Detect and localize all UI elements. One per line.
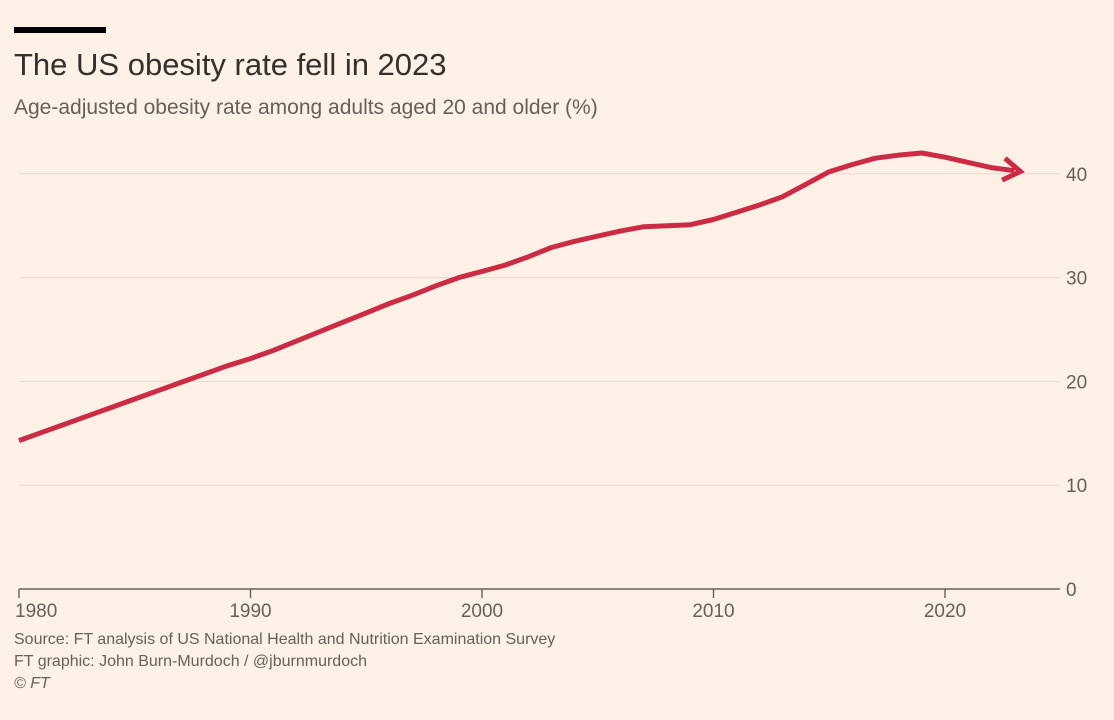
y-tick-label: 10 [1066,476,1087,497]
ft-brand-bar [14,27,106,33]
x-tick-label: 1990 [229,601,271,622]
y-tick-label: 40 [1066,165,1087,186]
x-tick-label: 2000 [461,601,503,622]
chart-subtitle: Age-adjusted obesity rate among adults a… [14,96,598,119]
y-tick-label: 30 [1066,269,1087,290]
copyright-note: © FT [14,675,50,692]
footer: Source: FT analysis of US National Healt… [14,629,555,695]
source-note: Source: FT analysis of US National Healt… [14,631,556,648]
credit-note: FT graphic: John Burn-Murdoch / @jburnmu… [14,653,367,670]
y-tick-label: 0 [1066,580,1077,601]
arrow-head-icon [1001,156,1025,183]
obesity-rate-line [18,150,1015,443]
x-tick-label: 2010 [692,601,734,622]
chart-title: The US obesity rate fell in 2023 [14,47,447,82]
x-tick-label: 1980 [15,601,57,622]
x-tick-label: 2020 [924,601,966,622]
y-tick-label: 20 [1066,372,1087,393]
